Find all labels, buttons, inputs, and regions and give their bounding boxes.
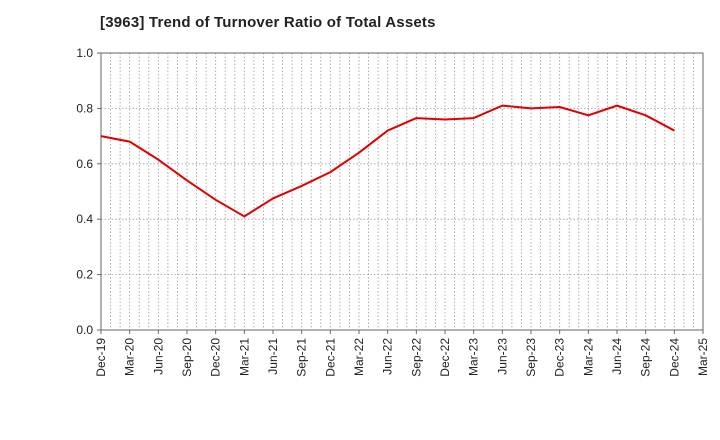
y-tick-label: 0.4 — [76, 212, 93, 226]
x-tick-label: Sep-21 — [295, 338, 309, 377]
x-tick-label: Mar-20 — [123, 338, 137, 376]
x-tick-label: Mar-21 — [237, 338, 251, 376]
x-tick-label: Dec-24 — [667, 338, 681, 377]
x-tick-label: Jun-23 — [495, 338, 509, 375]
y-tick-label: 0.0 — [76, 323, 93, 337]
grid-layer — [101, 53, 703, 330]
x-tick-label: Dec-19 — [94, 338, 108, 377]
x-tick-label: Mar-25 — [696, 338, 710, 376]
chart-title: [3963] Trend of Turnover Ratio of Total … — [100, 14, 436, 31]
x-tick-label: Jun-20 — [151, 338, 165, 375]
y-axis: 0.0 0.2 0.4 0.6 0.8 1.0 — [76, 46, 101, 337]
x-tick-label: Dec-20 — [209, 338, 223, 377]
series-line-0 — [100, 104, 675, 218]
x-tick-label: Jun-24 — [610, 338, 624, 375]
series-layer — [100, 104, 675, 218]
plot-frame — [100, 52, 704, 331]
x-tick-label: Jun-22 — [381, 338, 395, 375]
y-tick-label: 0.8 — [76, 101, 93, 115]
x-tick-label: Jun-21 — [266, 338, 280, 375]
x-tick-label: Dec-23 — [553, 338, 567, 377]
y-tick-label: 0.2 — [76, 268, 93, 282]
x-tick-label: Dec-22 — [438, 338, 452, 377]
x-tick-label: Sep-24 — [639, 338, 653, 377]
x-tick-label: Dec-21 — [323, 338, 337, 377]
x-tick-label: Sep-23 — [524, 338, 538, 377]
x-tick-label: Mar-23 — [467, 338, 481, 376]
x-tick-label: Mar-22 — [352, 338, 366, 376]
x-tick-label: Mar-24 — [581, 338, 595, 376]
x-axis: Dec-19 Mar-20 Jun-20 Sep-20 Dec-20 Mar-21 Jun-… — [94, 330, 710, 377]
y-tick-label: 0.6 — [76, 157, 93, 171]
y-tick-label: 1.0 — [76, 46, 93, 60]
x-tick-label: Sep-22 — [409, 338, 423, 377]
x-tick-label: Sep-20 — [180, 338, 194, 377]
